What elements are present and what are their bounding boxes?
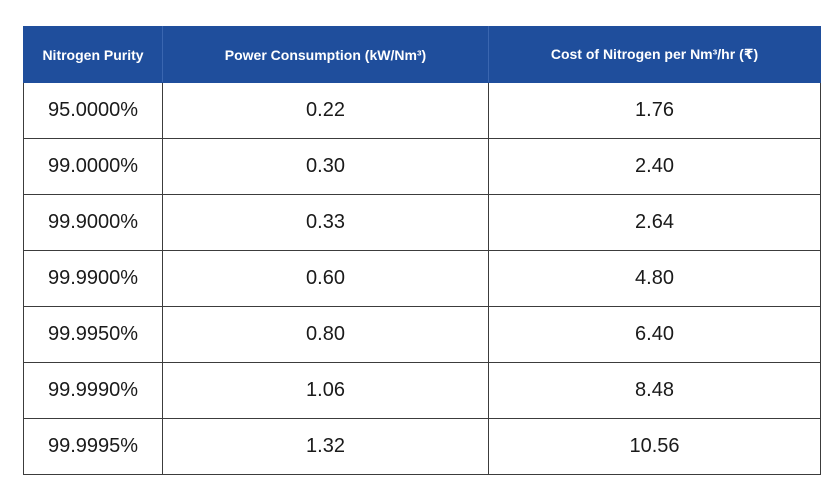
- cost-cell: 2.40: [488, 138, 821, 195]
- table-row: 99.9900% 0.60 4.80: [23, 250, 821, 307]
- table-row: 95.0000% 0.22 1.76: [23, 82, 821, 139]
- cost-cell: 4.80: [488, 250, 821, 307]
- cost-cell: 10.56: [488, 418, 821, 475]
- column-header-cost-of-nitrogen: Cost of Nitrogen per Nm³/hr (₹): [488, 26, 821, 83]
- table-header-row: Nitrogen Purity Power Consumption (kW/Nm…: [23, 26, 821, 83]
- power-cell: 0.30: [162, 138, 489, 195]
- purity-cell: 99.9995%: [23, 418, 163, 475]
- cost-cell: 1.76: [488, 82, 821, 139]
- table-row: 99.0000% 0.30 2.40: [23, 138, 821, 195]
- purity-cell: 99.0000%: [23, 138, 163, 195]
- nitrogen-cost-table-container: Nitrogen Purity Power Consumption (kW/Nm…: [23, 26, 821, 475]
- table-header: Nitrogen Purity Power Consumption (kW/Nm…: [23, 26, 821, 83]
- table-row: 99.9950% 0.80 6.40: [23, 306, 821, 363]
- table-row: 99.9990% 1.06 8.48: [23, 362, 821, 419]
- power-cell: 0.22: [162, 82, 489, 139]
- purity-cell: 99.9950%: [23, 306, 163, 363]
- column-header-nitrogen-purity: Nitrogen Purity: [23, 26, 163, 83]
- purity-cell: 95.0000%: [23, 82, 163, 139]
- purity-cell: 99.9990%: [23, 362, 163, 419]
- power-cell: 1.32: [162, 418, 489, 475]
- power-cell: 0.80: [162, 306, 489, 363]
- nitrogen-cost-table: Nitrogen Purity Power Consumption (kW/Nm…: [23, 26, 821, 475]
- purity-cell: 99.9000%: [23, 194, 163, 251]
- power-cell: 0.60: [162, 250, 489, 307]
- cost-cell: 2.64: [488, 194, 821, 251]
- power-cell: 0.33: [162, 194, 489, 251]
- table-row: 99.9000% 0.33 2.64: [23, 194, 821, 251]
- power-cell: 1.06: [162, 362, 489, 419]
- table-row: 99.9995% 1.32 10.56: [23, 418, 821, 475]
- cost-cell: 6.40: [488, 306, 821, 363]
- table-body: 95.0000% 0.22 1.76 99.0000% 0.30 2.40 99…: [23, 82, 821, 475]
- column-header-power-consumption: Power Consumption (kW/Nm³): [162, 26, 489, 83]
- purity-cell: 99.9900%: [23, 250, 163, 307]
- cost-cell: 8.48: [488, 362, 821, 419]
